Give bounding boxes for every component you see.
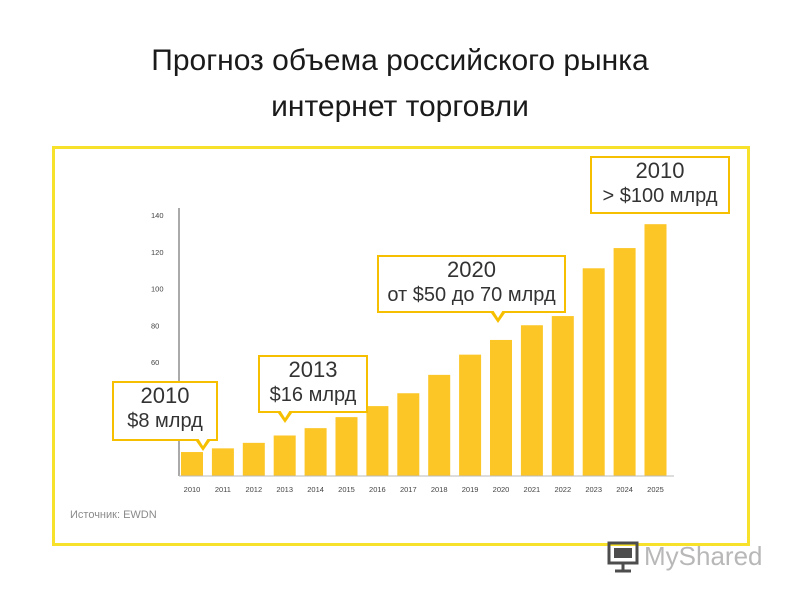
bar-2012 bbox=[242, 442, 265, 476]
callout-tail bbox=[491, 310, 505, 323]
bar-2015 bbox=[335, 417, 358, 476]
bar-2025 bbox=[644, 224, 667, 476]
y-tick-label: 80 bbox=[151, 321, 159, 330]
callout-tail bbox=[278, 410, 292, 423]
title-line-1: Прогноз объема российского рынка bbox=[151, 44, 649, 77]
callout-year: 2020 bbox=[447, 257, 496, 282]
bar-2022 bbox=[551, 316, 574, 476]
callout-2010: 2010 $8 млрд bbox=[112, 381, 218, 451]
x-tick-label: 2019 bbox=[462, 485, 479, 494]
y-tick-label: 120 bbox=[151, 248, 164, 257]
x-tick-label: 2018 bbox=[431, 485, 448, 494]
callout-2020: 2020 от $50 до 70 млрд bbox=[377, 255, 566, 323]
callout-year: 2010 bbox=[140, 383, 190, 408]
x-tick-label: 2014 bbox=[307, 485, 324, 494]
myshared-logo: MyShared bbox=[606, 538, 763, 574]
source-note: Источник: EWDN bbox=[70, 509, 157, 521]
x-tick-label: 2020 bbox=[493, 485, 510, 494]
title-line-2: интернет торговли bbox=[271, 90, 529, 123]
x-tick-label: 2024 bbox=[616, 485, 633, 494]
bar-2019 bbox=[459, 354, 482, 476]
callout-value: $16 млрд bbox=[269, 384, 357, 406]
y-tick-label: 100 bbox=[151, 285, 164, 294]
bar-2017 bbox=[397, 393, 420, 476]
callout-value: > $100 млрд bbox=[602, 185, 718, 207]
x-tick-label: 2010 bbox=[184, 485, 201, 494]
callout-2025: 2010 > $100 млрд bbox=[590, 156, 730, 214]
bar-2020 bbox=[490, 339, 512, 476]
callout-value: от $50 до 70 млрд bbox=[387, 284, 556, 306]
y-tick-label: 140 bbox=[151, 211, 164, 220]
callout-year: 2010 bbox=[635, 158, 685, 183]
callout-value: $8 млрд bbox=[127, 410, 203, 432]
x-tick-label: 2017 bbox=[400, 485, 417, 494]
bar-2013 bbox=[273, 435, 296, 476]
bar-2024 bbox=[613, 248, 636, 476]
presentation-board-icon bbox=[607, 541, 639, 573]
logo-text: MyShared bbox=[644, 540, 763, 571]
x-tick-label: 2021 bbox=[524, 485, 541, 494]
x-tick-label: 2011 bbox=[215, 485, 231, 494]
bar-2010 bbox=[181, 452, 203, 476]
chart-frame bbox=[52, 146, 750, 546]
x-tick-label: 2016 bbox=[369, 485, 386, 494]
y-tick-label: 60 bbox=[151, 358, 159, 367]
bar-2016 bbox=[366, 406, 389, 476]
page-title: Прогноз объема российского рынка интерне… bbox=[60, 38, 740, 130]
bar-2011 bbox=[211, 448, 234, 476]
x-tick-label: 2025 bbox=[647, 485, 664, 494]
bar-2021 bbox=[520, 325, 543, 476]
x-tick-label: 2022 bbox=[554, 485, 571, 494]
x-tick-label: 2023 bbox=[585, 485, 602, 494]
x-tick-label: 2015 bbox=[338, 485, 355, 494]
bar-2023 bbox=[582, 268, 605, 476]
x-tick-label: 2012 bbox=[245, 485, 262, 494]
x-tick-label: 2013 bbox=[276, 485, 293, 494]
callout-2013: 2013 $16 млрд bbox=[258, 355, 368, 423]
callout-year: 2013 bbox=[288, 357, 338, 382]
bar-2018 bbox=[428, 374, 451, 476]
callout-tail bbox=[196, 438, 210, 451]
bar-2014 bbox=[304, 428, 327, 476]
